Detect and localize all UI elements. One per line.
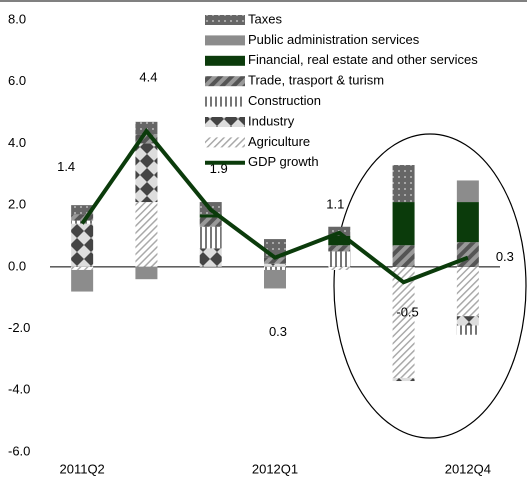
bar-segment — [392, 165, 415, 203]
data-label: 1.4 — [57, 159, 75, 174]
bar-segment — [71, 205, 94, 215]
bar-segment — [135, 134, 158, 144]
bar-segment — [264, 269, 286, 289]
bar-segment — [328, 245, 351, 252]
legend-swatch — [205, 96, 245, 107]
y-tick-label: -2.0 — [8, 320, 30, 335]
legend-swatch — [205, 15, 245, 25]
gdp-line — [80, 127, 469, 285]
y-tick-label: -4.0 — [8, 382, 30, 397]
legend-swatch — [205, 76, 245, 87]
y-tick-label: 6.0 — [8, 73, 26, 88]
bar-segment — [71, 223, 94, 267]
bar-segment — [71, 214, 94, 221]
bar-segment — [199, 226, 222, 249]
data-label: 1.9 — [210, 161, 228, 176]
bar-segment — [199, 217, 222, 227]
bar-segment — [135, 266, 158, 280]
bar-segment — [135, 202, 158, 267]
bar-segment — [264, 257, 286, 264]
y-tick-label: 4.0 — [8, 135, 26, 150]
bar-segment — [456, 266, 479, 317]
bar-segment — [456, 202, 479, 243]
y-tick-label: -6.0 — [8, 443, 30, 458]
data-label: 1.1 — [326, 196, 344, 211]
legend-swatch — [205, 117, 245, 127]
legend-swatch — [205, 137, 245, 148]
y-tick-label: 0.0 — [8, 258, 26, 273]
bar-segment — [456, 325, 479, 335]
bar-segment — [264, 266, 286, 270]
bar-segment — [71, 269, 94, 292]
bar-segment — [328, 251, 351, 267]
bar-segment — [392, 377, 415, 382]
highlight-ellipse — [333, 133, 527, 439]
y-tick-label: 2.0 — [8, 197, 26, 212]
bar-segment — [392, 202, 415, 246]
bar-segment — [456, 242, 479, 267]
data-label: 0.3 — [496, 249, 514, 264]
legend-label: Financial, real estate and other service… — [248, 52, 478, 67]
bar-segment — [392, 245, 415, 267]
bar-segment — [199, 248, 222, 267]
legend-swatch — [205, 55, 245, 66]
legend-swatch — [205, 35, 245, 46]
bar-segment — [328, 266, 351, 270]
bar-segment — [456, 316, 479, 326]
bar-segment — [135, 143, 158, 203]
data-label: 0.3 — [269, 324, 287, 339]
legend-label: Construction — [248, 93, 321, 108]
legend-label: Public administration services — [248, 32, 420, 47]
x-tick-label: 2012Q4 — [445, 461, 491, 476]
bar-segment — [456, 180, 479, 203]
legend-label: Trade, trasport & turism — [248, 73, 384, 88]
legend-label: Taxes — [248, 11, 282, 26]
data-label: -0.5 — [396, 305, 418, 320]
bar-segment — [71, 266, 94, 270]
legend-label: GDP growth — [248, 154, 319, 169]
x-tick-label: 2012Q1 — [252, 461, 298, 476]
y-tick-label: 8.0 — [8, 11, 26, 26]
bar-segment — [328, 236, 351, 246]
legend-label: Agriculture — [248, 134, 310, 149]
legend-label: Industry — [248, 113, 295, 128]
x-tick-label: 2011Q2 — [59, 461, 104, 476]
data-label: 4.4 — [139, 70, 157, 85]
bar-segment — [264, 263, 286, 267]
bar-segment — [199, 214, 222, 218]
bar-segment — [392, 266, 415, 378]
